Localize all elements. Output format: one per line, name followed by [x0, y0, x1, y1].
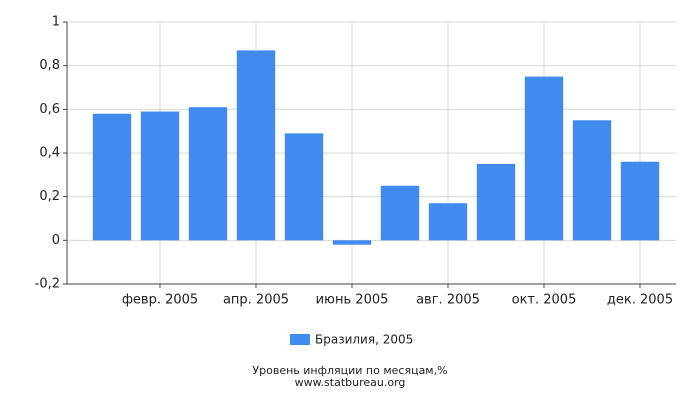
x-tick-label: апр. 2005: [223, 293, 289, 308]
bar: [236, 50, 276, 241]
y-tick-label: 0,2: [39, 189, 60, 204]
bar: [188, 107, 228, 241]
x-tick-label: авг. 2005: [416, 293, 480, 308]
bar: [380, 185, 420, 241]
chart-title: Уровень инфляции по месяцам,%: [252, 364, 447, 377]
legend-label: Бразилия, 2005: [315, 333, 413, 347]
bar: [92, 113, 132, 241]
bar: [332, 240, 372, 245]
x-tick-label: июнь 2005: [316, 293, 389, 308]
y-tick-label: 0: [52, 233, 60, 248]
bar: [524, 76, 564, 241]
bar: [572, 120, 612, 241]
x-tick-label: окт. 2005: [512, 293, 577, 308]
y-tick-label: 1: [52, 15, 60, 30]
bar: [476, 163, 516, 241]
x-tick-label: дек. 2005: [607, 293, 673, 308]
legend-swatch: [290, 334, 310, 345]
y-tick-label: -0,2: [35, 277, 60, 292]
chart-subtitle: www.statbureau.org: [295, 376, 406, 389]
bar: [140, 111, 180, 241]
bar: [284, 133, 324, 241]
bar: [620, 161, 660, 241]
x-tick-label: февр. 2005: [122, 293, 198, 308]
bar: [428, 203, 468, 241]
y-tick-label: 0,4: [39, 146, 60, 161]
y-tick-label: 0,8: [39, 58, 60, 73]
y-tick-label: 0,6: [39, 102, 60, 117]
